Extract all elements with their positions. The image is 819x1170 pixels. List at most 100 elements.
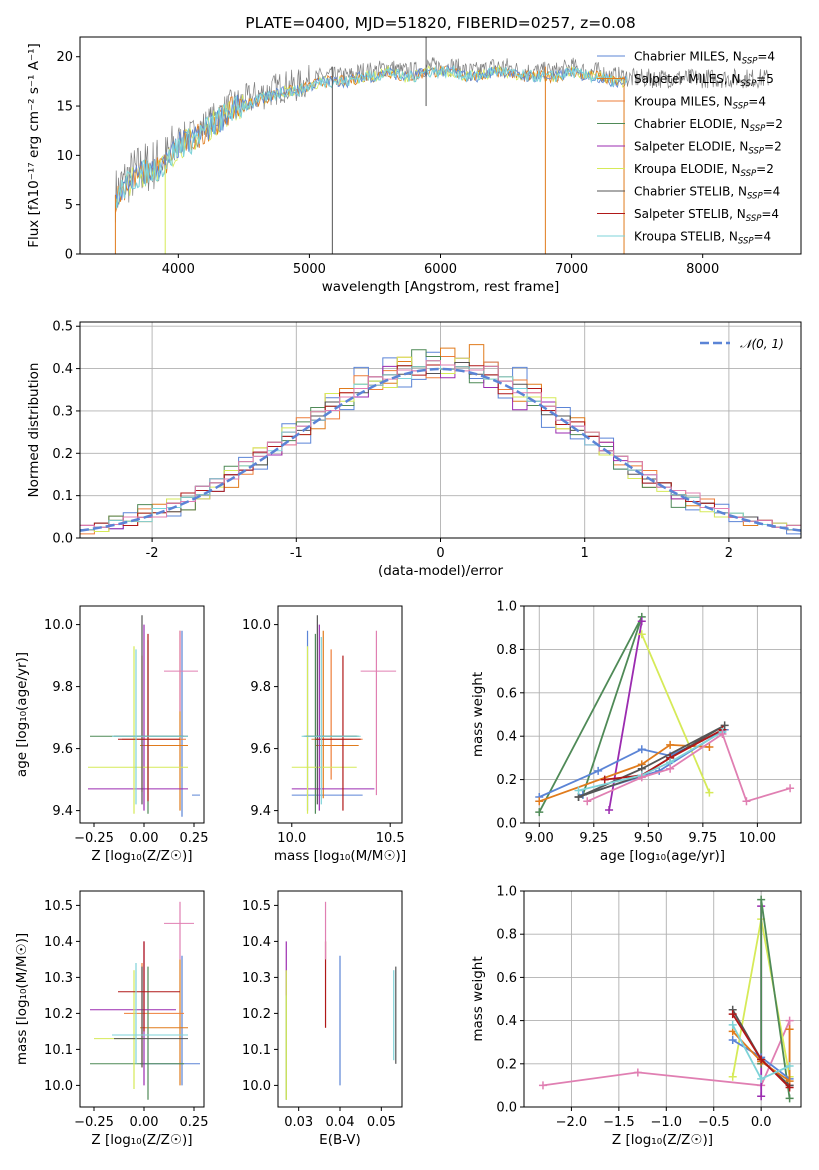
y-tick-label: 9.8 bbox=[52, 680, 73, 695]
weight-point-SE bbox=[637, 617, 646, 626]
x-tick-label: −1.0 bbox=[651, 1115, 683, 1130]
weight-point-pink bbox=[637, 773, 646, 782]
weight-point-KE bbox=[637, 630, 646, 639]
weight-point-SM bbox=[666, 740, 675, 749]
y-axis-label: Normed distribution bbox=[26, 363, 42, 498]
y-tick-label: 20 bbox=[56, 50, 73, 65]
x-tick-label: −0.25 bbox=[74, 1115, 114, 1130]
y-tick-label: 5 bbox=[65, 198, 73, 213]
gaussian-curve bbox=[80, 367, 801, 532]
weight-line-pink bbox=[586, 732, 791, 803]
y-tick-label: 0.6 bbox=[496, 686, 517, 701]
y-axis-label: mass weight bbox=[470, 956, 486, 1041]
chart-title: PLATE=0400, MJD=51820, FIBERID=0257, z=0… bbox=[245, 14, 635, 32]
y-tick-label: 10.0 bbox=[44, 618, 73, 633]
age-vs-Z-frame bbox=[79, 605, 205, 824]
weight-line-KS bbox=[578, 731, 723, 792]
weight-line-KE bbox=[640, 633, 711, 793]
legend-label-CM: Chabrier MILES, NSSP=4 bbox=[634, 50, 775, 67]
weight-vs-age-plot bbox=[535, 612, 795, 817]
weight-point-pink bbox=[742, 797, 751, 806]
x-tick-label: 1 bbox=[581, 546, 589, 561]
mass-vs-Z-axes: −0.25 0.00 0.25 10.0 10.1 10.2 10.3 10.4 10.5 Z [… bbox=[14, 899, 208, 1148]
x-tick-label: 5000 bbox=[293, 262, 326, 277]
weight-point-pink bbox=[538, 1081, 547, 1090]
weight-point-KS bbox=[757, 1074, 766, 1083]
age-vs-Z-axes: −0.25 0.00 0.25 9.4 9.6 9.8 10.0 Z [log₁₀(Z/Z☉)… bbox=[14, 618, 208, 864]
x-tick-label: 0.05 bbox=[367, 1115, 396, 1130]
mass-vs-Z-frame bbox=[79, 890, 205, 1108]
y-tick-label: 0.1 bbox=[52, 489, 73, 504]
y-tick-label: 0.3 bbox=[52, 404, 73, 419]
x-tick-label: 7000 bbox=[555, 262, 588, 277]
weight-point-CM bbox=[637, 745, 646, 754]
x-axis-label: E(B-V) bbox=[319, 1132, 361, 1148]
weight-point-SM bbox=[705, 743, 714, 752]
y-tick-label: 10.0 bbox=[242, 618, 271, 633]
y-tick-label: 0.8 bbox=[496, 643, 517, 658]
y-tick-label: 0.2 bbox=[496, 773, 517, 788]
x-tick-label: −0.5 bbox=[698, 1115, 730, 1130]
mass-vs-ebv-frame bbox=[277, 890, 403, 1108]
x-tick-label: 9.75 bbox=[688, 831, 717, 846]
y-tick-label: 0.4 bbox=[496, 730, 517, 745]
residuals-frame bbox=[79, 321, 802, 539]
y-tick-label: 0.8 bbox=[496, 928, 517, 943]
y-tick-label: 0.4 bbox=[496, 1014, 517, 1029]
x-tick-label: -2 bbox=[146, 546, 159, 561]
weight-vs-age-frame bbox=[523, 605, 802, 824]
x-tick-label: 0.25 bbox=[180, 1115, 209, 1130]
legend-label-CS: Chabrier STELIB, NSSP=4 bbox=[634, 185, 780, 202]
x-axis-label: wavelength [Angstrom, rest frame] bbox=[322, 279, 560, 295]
weight-point-SS bbox=[728, 1010, 737, 1019]
y-tick-label: 15 bbox=[56, 100, 73, 115]
y-tick-label: 10.2 bbox=[242, 1007, 271, 1022]
y-tick-label: 10.0 bbox=[242, 1079, 271, 1094]
weight-point-pink bbox=[583, 797, 592, 806]
x-tick-label: −1.5 bbox=[603, 1115, 635, 1130]
weight-line-SS bbox=[604, 728, 723, 781]
y-tick-label: 0.6 bbox=[496, 971, 517, 986]
weight-point-SE bbox=[757, 1092, 766, 1101]
weight-point-pink bbox=[666, 764, 675, 773]
weight-line-CS bbox=[578, 724, 726, 798]
y-tick-label: 0.5 bbox=[52, 320, 73, 335]
y-axis-label: mass weight bbox=[470, 672, 486, 757]
y-tick-label: 0.2 bbox=[496, 1057, 517, 1072]
y-axis-label: mass [log₁₀(M/M☉)] bbox=[14, 933, 30, 1065]
y-tick-label: 10.1 bbox=[242, 1043, 271, 1058]
weight-point-SM bbox=[785, 1025, 794, 1034]
legend-label-KS: Kroupa STELIB, NSSP=4 bbox=[634, 230, 771, 247]
y-tick-label: 10.3 bbox=[242, 971, 271, 986]
x-axis-label: (data-model)/error bbox=[378, 563, 504, 579]
y-tick-label: 9.4 bbox=[250, 804, 271, 819]
y-tick-label: 9.6 bbox=[250, 742, 271, 757]
x-axis-label: mass [log₁₀(M/M☉)] bbox=[274, 848, 406, 864]
age-vs-mass-axes: 10.0 10.5 9.4 9.6 9.8 10.0 mass [log₁₀(M/M☉)] bbox=[242, 618, 406, 864]
x-tick-label: -1 bbox=[290, 546, 303, 561]
y-tick-label: 0.0 bbox=[52, 532, 73, 547]
weight-point-SS bbox=[757, 1055, 766, 1064]
x-axis-label: Z [log₁₀(Z/Z☉)] bbox=[91, 848, 192, 864]
y-tick-label: 0.0 bbox=[496, 817, 517, 832]
weight-point-SE bbox=[605, 805, 614, 814]
x-tick-label: 0.0 bbox=[751, 1115, 772, 1130]
x-tick-label: 9.00 bbox=[525, 831, 554, 846]
x-tick-label: 4000 bbox=[162, 262, 195, 277]
legend-label-KE: Kroupa ELODIE, NSSP=2 bbox=[634, 162, 774, 179]
weight-point-SM bbox=[535, 797, 544, 806]
residuals-plot bbox=[80, 344, 801, 538]
legend-label-SM: Salpeter MILES, NSSP=5 bbox=[634, 72, 774, 89]
weight-vs-Z-axes: −2.0 −1.5 −1.0 −0.5 0.0 0.0 0.2 0.4 0.6 0.8 1.0 Z [… bbox=[470, 885, 801, 1148]
legend-label-SS: Salpeter STELIB, NSSP=4 bbox=[634, 207, 779, 224]
mass-vs-ebv-axes: 0.03 0.04 0.05 10.0 10.1 10.2 10.3 10.4 10.5 E(B-… bbox=[242, 899, 396, 1148]
weight-point-pink bbox=[786, 784, 795, 793]
x-tick-label: 8000 bbox=[686, 262, 719, 277]
mass-vs-ebv-plot bbox=[285, 901, 397, 1100]
weight-point-CM bbox=[728, 1036, 737, 1045]
y-tick-label: 0.0 bbox=[496, 1101, 517, 1116]
legend-label-CE: Chabrier ELODIE, NSSP=2 bbox=[634, 117, 783, 134]
weight-point-SS bbox=[600, 775, 609, 784]
weight-point-pink bbox=[633, 1068, 642, 1077]
age-vs-mass-frame bbox=[277, 605, 403, 824]
